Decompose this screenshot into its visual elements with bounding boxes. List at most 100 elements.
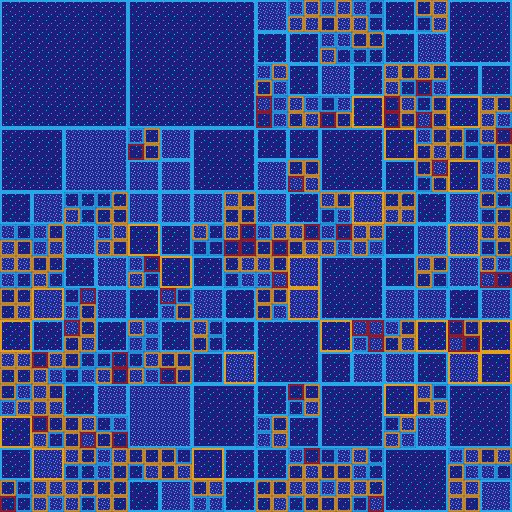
partition-block [400, 416, 416, 432]
partition-block [256, 192, 288, 224]
partition-block [432, 64, 448, 80]
partition-block [128, 224, 160, 256]
partition-block [384, 256, 416, 288]
partition-block [240, 224, 256, 240]
partition-block [224, 288, 256, 320]
partition-block [288, 256, 320, 288]
partition-block [432, 16, 448, 32]
partition-block [256, 448, 288, 480]
partition-block [0, 192, 32, 224]
partition-block [64, 432, 80, 448]
partition-block [416, 176, 432, 192]
partition-block [432, 112, 448, 128]
partition-block [256, 272, 272, 288]
partition-block [416, 64, 432, 80]
partition-block [480, 208, 496, 224]
partition-block [144, 352, 160, 368]
partition-block [192, 256, 224, 288]
partition-block [320, 224, 336, 240]
partition-block [480, 352, 512, 384]
partition-block [32, 320, 64, 352]
partition-block [112, 432, 128, 448]
partition-block [80, 448, 96, 464]
partition-block [128, 480, 160, 512]
partition-block [336, 208, 352, 224]
partition-block [432, 400, 448, 416]
partition-block [288, 192, 320, 224]
partition-block [416, 288, 448, 320]
partition-block [352, 16, 368, 32]
partition-block [480, 480, 512, 512]
partition-block [160, 304, 176, 320]
partition-block [32, 432, 48, 448]
partition-block [224, 352, 256, 384]
partition-block [448, 160, 480, 192]
partition-block [336, 480, 352, 496]
partition-block [144, 144, 160, 160]
partition-block [304, 176, 320, 192]
partition-block [112, 224, 128, 240]
partition-block [128, 160, 160, 192]
partition-block [272, 224, 288, 240]
partition-block [192, 384, 256, 448]
partition-block [0, 240, 16, 256]
partition-block [96, 416, 112, 432]
partition-block [112, 496, 128, 512]
partition-block [416, 32, 448, 64]
partition-block [48, 256, 64, 272]
partition-block [384, 32, 416, 64]
partition-block [352, 192, 384, 224]
partition-block [448, 352, 480, 384]
partition-block [320, 464, 336, 480]
partition-block [112, 480, 128, 496]
partition-block [480, 128, 496, 144]
partition-block [416, 0, 432, 16]
partition-block [336, 48, 352, 64]
partition-block [288, 480, 304, 496]
partition-block [160, 288, 176, 304]
partition-block [480, 112, 496, 128]
partition-block [288, 64, 320, 96]
partition-block [480, 160, 496, 176]
partition-block [448, 288, 480, 320]
partition-block [288, 416, 320, 448]
partition-block [224, 480, 256, 512]
partition-block [384, 80, 400, 96]
partition-block [16, 352, 32, 368]
partition-block [336, 224, 352, 240]
partition-block [480, 176, 496, 192]
partition-block [64, 384, 96, 416]
partition-block [0, 448, 32, 480]
partition-block [64, 320, 80, 336]
partition-block [352, 48, 368, 64]
partition-block [240, 256, 256, 272]
partition-block [112, 416, 128, 432]
partition-block [368, 496, 384, 512]
partition-block [48, 496, 64, 512]
partition-block [32, 352, 48, 368]
partition-block [384, 192, 400, 208]
partition-block [256, 304, 272, 320]
partition-block [288, 96, 304, 112]
partition-block [64, 288, 80, 304]
partition-block [80, 368, 96, 384]
partition-block [64, 416, 80, 432]
partition-block [256, 80, 272, 96]
partition-block [96, 288, 128, 320]
partition-block [80, 288, 96, 304]
partition-block [272, 496, 288, 512]
partition-block [304, 0, 320, 16]
partition-block [272, 96, 288, 112]
partition-block [320, 208, 336, 224]
partition-block [32, 368, 48, 384]
partition-block [288, 16, 304, 32]
partition-block [272, 432, 288, 448]
partition-block [368, 240, 384, 256]
partition-block [432, 80, 448, 96]
partition-block [256, 480, 272, 496]
partition-block [496, 272, 512, 288]
partition-block [320, 112, 336, 128]
partition-block [320, 480, 336, 496]
partition-block [416, 192, 448, 224]
partition-block [416, 256, 432, 272]
